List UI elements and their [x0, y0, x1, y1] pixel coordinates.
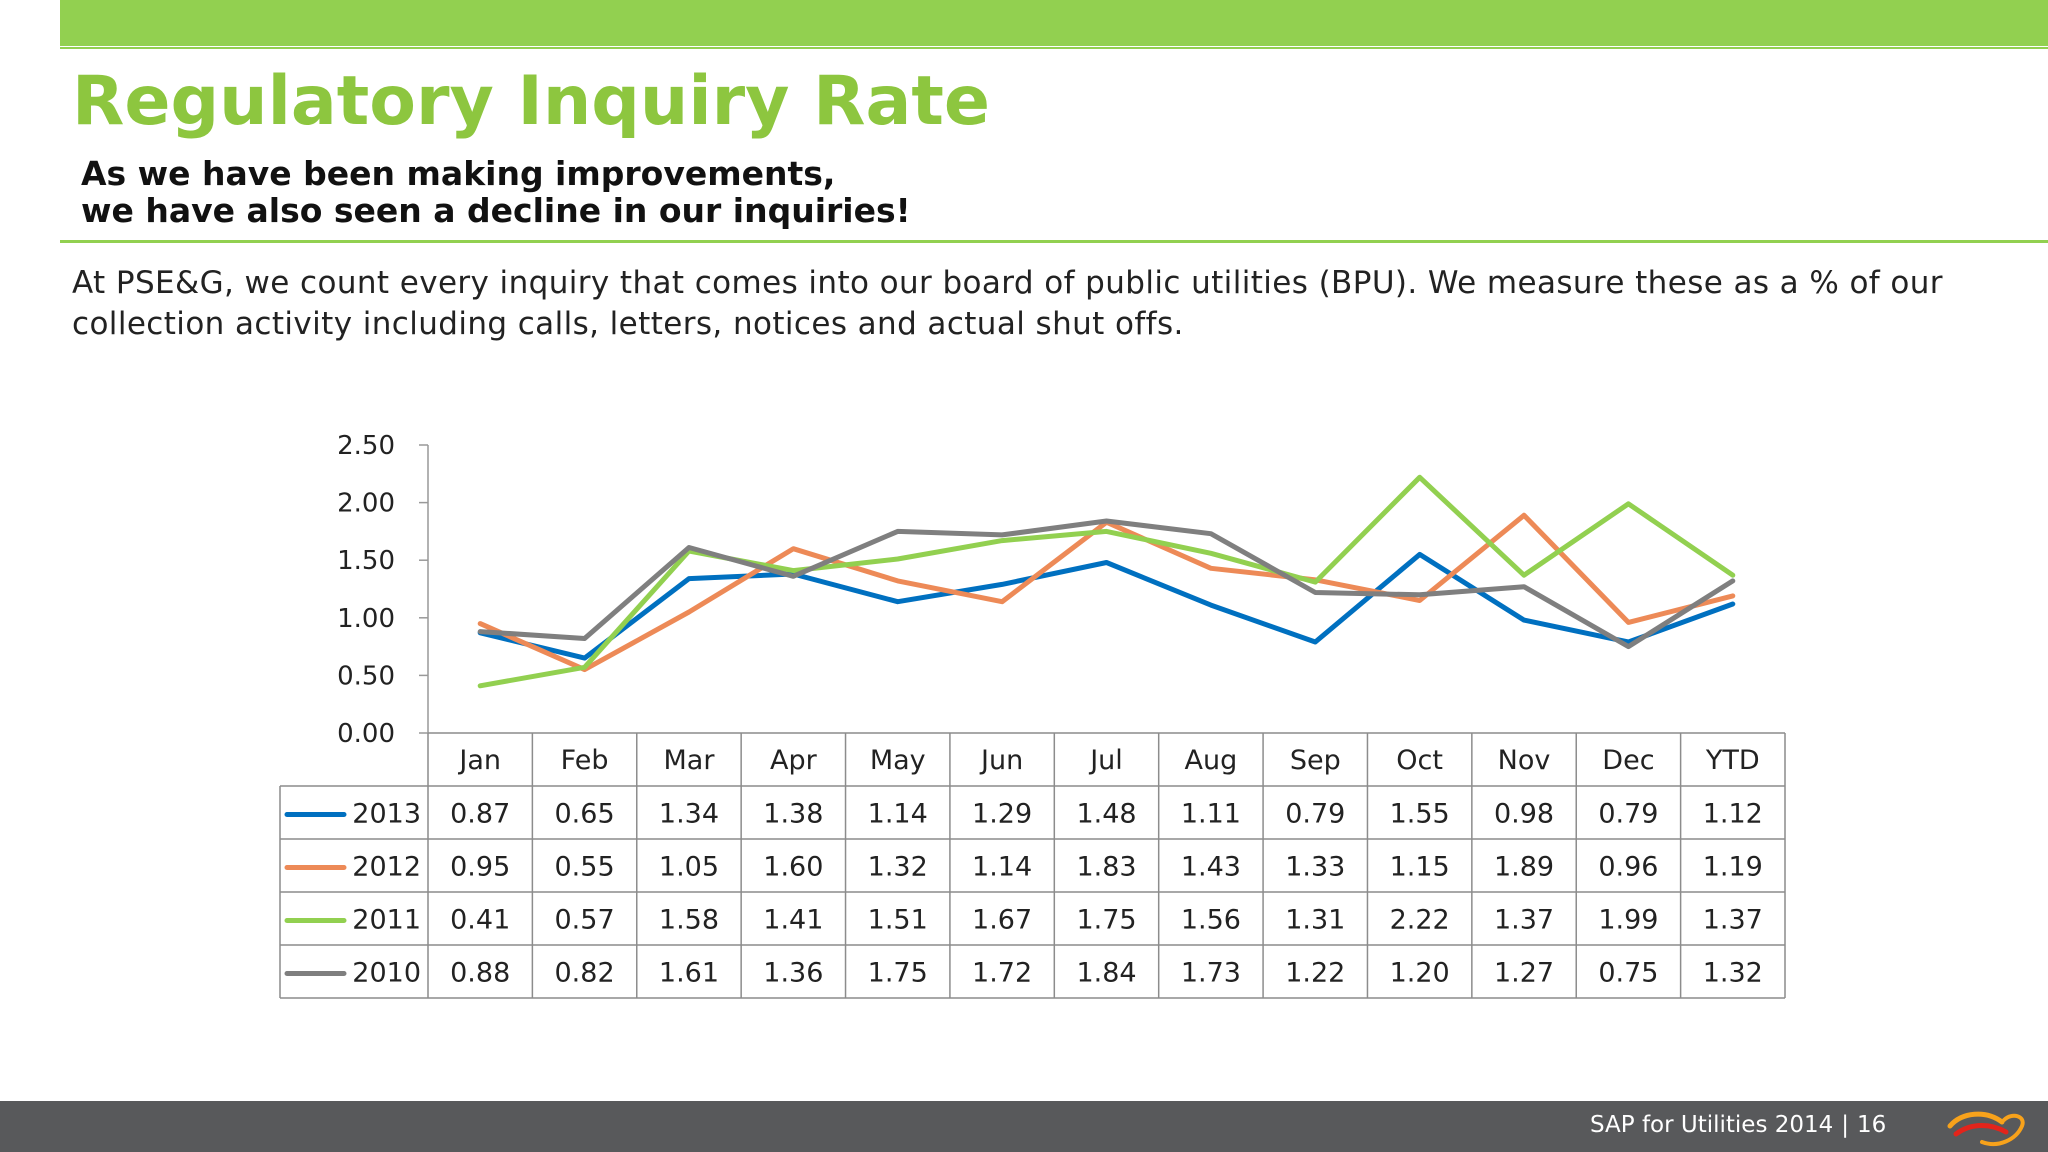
slide-subtitle: As we have been making improvements, we … [81, 155, 911, 229]
subtitle-line-1: As we have been making improvements, [81, 154, 836, 193]
data-cell-value: 0.82 [555, 958, 615, 989]
data-cell-value: 1.20 [1390, 958, 1450, 989]
y-tick-label: 1.00 [337, 604, 395, 634]
data-cell-value: 1.32 [868, 852, 928, 883]
data-cell-value: 1.67 [972, 905, 1032, 936]
top-accent-bar [60, 0, 2048, 46]
data-cell-value: 1.58 [659, 905, 719, 936]
data-cell-value: 1.37 [1494, 905, 1554, 936]
data-cell-value: 1.31 [1285, 905, 1345, 936]
data-cell-value: 1.27 [1494, 958, 1554, 989]
y-tick-label: 1.50 [337, 546, 395, 576]
subtitle-line-2: we have also seen a decline in our inqui… [81, 191, 911, 230]
data-cell-value: 0.41 [450, 905, 510, 936]
legend-label: 2011 [352, 905, 421, 936]
data-cell-value: 0.79 [1598, 799, 1658, 830]
footer-separator: | [1841, 1112, 1850, 1138]
subtitle-divider [60, 240, 2048, 243]
y-tick-label: 0.00 [337, 719, 395, 749]
data-cell-value: 1.11 [1181, 799, 1241, 830]
x-category-label: Jan [457, 745, 501, 776]
data-cell-value: 1.37 [1703, 905, 1763, 936]
data-cell-value: 0.88 [450, 958, 510, 989]
x-category-label: Jul [1088, 745, 1123, 776]
data-cell-value: 2.22 [1390, 905, 1450, 936]
data-cell-value: 1.05 [659, 852, 719, 883]
data-cell-value: 0.75 [1598, 958, 1658, 989]
data-cell-value: 1.89 [1494, 852, 1554, 883]
data-cell-value: 1.33 [1285, 852, 1345, 883]
data-cell-value: 1.14 [868, 799, 928, 830]
x-category-label: Dec [1602, 745, 1654, 776]
data-cell-value: 1.75 [868, 958, 928, 989]
x-category-label: Sep [1290, 745, 1341, 776]
data-cell-value: 1.48 [1076, 799, 1136, 830]
data-cell-value: 0.65 [555, 799, 615, 830]
data-cell-value: 1.34 [659, 799, 719, 830]
series-line-2011 [477, 474, 1736, 689]
data-cell-value: 1.99 [1598, 905, 1658, 936]
data-cell-value: 1.51 [868, 905, 928, 936]
data-cell-value: 1.38 [763, 799, 823, 830]
x-category-label: Oct [1396, 745, 1443, 776]
y-tick-label: 2.50 [337, 431, 395, 461]
company-logo-icon [1947, 1111, 2025, 1146]
data-cell-value: 1.12 [1703, 799, 1763, 830]
data-cell-value: 0.87 [450, 799, 510, 830]
data-cell-value: 1.15 [1390, 852, 1450, 883]
legend-label: 2013 [352, 799, 421, 830]
footer-label: SAP for Utilities 2014 [1590, 1112, 1834, 1138]
data-cell-value: 1.41 [763, 905, 823, 936]
x-category-label: Jun [979, 745, 1023, 776]
inquiry-rate-chart: 0.00 0.50 1.00 1.50 2.00 2.50 Jan Feb Mar Apr May J… [279, 431, 1786, 999]
data-cell-value: 0.95 [450, 852, 510, 883]
data-cell-value: 0.57 [555, 905, 615, 936]
data-cell-value: 1.29 [972, 799, 1032, 830]
data-cell-value: 1.73 [1181, 958, 1241, 989]
data-cell-value: 1.32 [1703, 958, 1763, 989]
data-cell-value: 0.79 [1285, 799, 1345, 830]
data-cell-value: 0.96 [1598, 852, 1658, 883]
x-category-label: Apr [770, 745, 818, 776]
data-cell-value: 1.56 [1181, 905, 1241, 936]
legend-label: 2010 [352, 958, 421, 989]
slide-title: Regulatory Inquiry Rate [72, 62, 991, 141]
top-accent-line [60, 47, 2048, 49]
data-cell-value: 0.98 [1494, 799, 1554, 830]
footer-text: SAP for Utilities 2014 | 16 [1590, 1112, 1886, 1138]
data-cell-value: 1.43 [1181, 852, 1241, 883]
x-category-label: Mar [663, 745, 715, 776]
footer-bar [0, 1101, 2048, 1152]
y-tick-label: 2.00 [337, 489, 395, 519]
data-cell-value: 1.22 [1285, 958, 1345, 989]
x-category-label: May [870, 745, 926, 776]
data-cell-value: 1.19 [1703, 852, 1763, 883]
data-cell-value: 1.60 [763, 852, 823, 883]
data-cell-value: 1.61 [659, 958, 719, 989]
series-line-2010 [477, 518, 1736, 650]
y-tick-label: 0.50 [337, 661, 395, 691]
data-cell-value: 1.72 [972, 958, 1032, 989]
data-cell-value: 1.55 [1390, 799, 1450, 830]
data-cell-value: 1.83 [1076, 852, 1136, 883]
x-category-label: YTD [1705, 745, 1760, 776]
legend-label: 2012 [352, 852, 421, 883]
data-cell-value: 0.55 [555, 852, 615, 883]
x-category-label: Aug [1185, 745, 1238, 776]
body-text: At PSE&G, we count every inquiry that co… [72, 265, 1943, 342]
data-cell-value: 1.75 [1076, 905, 1136, 936]
data-cell-value: 1.14 [972, 852, 1032, 883]
x-category-label: Feb [561, 745, 609, 776]
data-cell-value: 1.84 [1076, 958, 1136, 989]
series-line-2013 [477, 551, 1736, 661]
data-cell-value: 1.36 [763, 958, 823, 989]
x-category-label: Nov [1498, 745, 1551, 776]
page-number: 16 [1857, 1112, 1887, 1138]
